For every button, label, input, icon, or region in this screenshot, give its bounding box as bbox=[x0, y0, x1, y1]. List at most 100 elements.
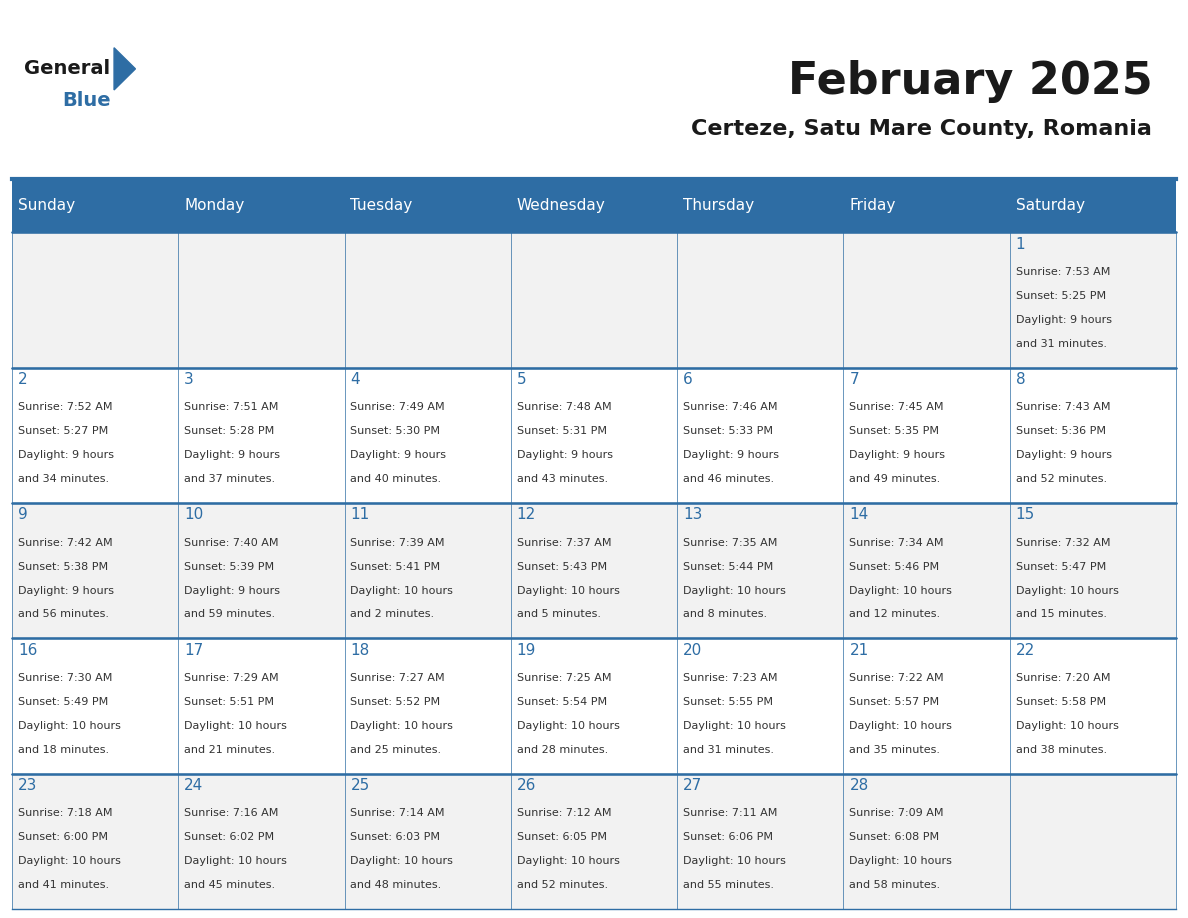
Text: and 38 minutes.: and 38 minutes. bbox=[1016, 744, 1107, 755]
Text: Sunrise: 7:12 AM: Sunrise: 7:12 AM bbox=[517, 809, 612, 818]
Text: Thursday: Thursday bbox=[683, 198, 754, 213]
Text: and 34 minutes.: and 34 minutes. bbox=[18, 474, 109, 484]
Text: Sunday: Sunday bbox=[18, 198, 75, 213]
Text: Daylight: 10 hours: Daylight: 10 hours bbox=[683, 856, 786, 866]
Bar bbox=[1010, 367, 1176, 503]
Bar bbox=[1010, 232, 1176, 367]
Text: Sunset: 5:33 PM: Sunset: 5:33 PM bbox=[683, 426, 773, 436]
Text: and 46 minutes.: and 46 minutes. bbox=[683, 474, 775, 484]
Text: Sunrise: 7:20 AM: Sunrise: 7:20 AM bbox=[1016, 673, 1111, 683]
Text: Sunset: 5:58 PM: Sunset: 5:58 PM bbox=[1016, 697, 1106, 707]
Text: Sunrise: 7:16 AM: Sunrise: 7:16 AM bbox=[184, 809, 278, 818]
Text: Sunrise: 7:32 AM: Sunrise: 7:32 AM bbox=[1016, 538, 1111, 548]
Text: Sunset: 5:41 PM: Sunset: 5:41 PM bbox=[350, 562, 441, 572]
Text: Sunrise: 7:43 AM: Sunrise: 7:43 AM bbox=[1016, 402, 1111, 412]
Text: Daylight: 10 hours: Daylight: 10 hours bbox=[683, 721, 786, 731]
Text: Daylight: 9 hours: Daylight: 9 hours bbox=[184, 586, 280, 596]
Text: Daylight: 9 hours: Daylight: 9 hours bbox=[184, 450, 280, 460]
FancyBboxPatch shape bbox=[843, 179, 1010, 232]
Bar bbox=[12, 638, 178, 774]
Text: and 55 minutes.: and 55 minutes. bbox=[683, 880, 775, 890]
Text: 27: 27 bbox=[683, 778, 702, 793]
Text: and 56 minutes.: and 56 minutes. bbox=[18, 610, 109, 620]
Text: Sunset: 5:57 PM: Sunset: 5:57 PM bbox=[849, 697, 940, 707]
Text: Daylight: 10 hours: Daylight: 10 hours bbox=[849, 856, 953, 866]
Bar bbox=[843, 774, 1010, 909]
Bar bbox=[843, 367, 1010, 503]
Text: 18: 18 bbox=[350, 643, 369, 658]
Text: Daylight: 10 hours: Daylight: 10 hours bbox=[849, 586, 953, 596]
Text: and 31 minutes.: and 31 minutes. bbox=[683, 744, 775, 755]
Text: 17: 17 bbox=[184, 643, 203, 658]
Polygon shape bbox=[114, 48, 135, 90]
Text: Daylight: 10 hours: Daylight: 10 hours bbox=[350, 856, 454, 866]
Text: Sunset: 5:39 PM: Sunset: 5:39 PM bbox=[184, 562, 274, 572]
Text: Sunrise: 7:40 AM: Sunrise: 7:40 AM bbox=[184, 538, 279, 548]
Text: Sunrise: 7:35 AM: Sunrise: 7:35 AM bbox=[683, 538, 777, 548]
Text: Blue: Blue bbox=[62, 92, 110, 110]
Text: and 40 minutes.: and 40 minutes. bbox=[350, 474, 442, 484]
Bar bbox=[843, 503, 1010, 638]
Text: Saturday: Saturday bbox=[1016, 198, 1085, 213]
Text: and 8 minutes.: and 8 minutes. bbox=[683, 610, 767, 620]
Text: Sunset: 5:54 PM: Sunset: 5:54 PM bbox=[517, 697, 607, 707]
Text: Sunrise: 7:29 AM: Sunrise: 7:29 AM bbox=[184, 673, 279, 683]
Text: Daylight: 10 hours: Daylight: 10 hours bbox=[350, 721, 454, 731]
Text: Sunset: 6:02 PM: Sunset: 6:02 PM bbox=[184, 833, 274, 842]
Text: Sunset: 6:03 PM: Sunset: 6:03 PM bbox=[350, 833, 441, 842]
Text: and 52 minutes.: and 52 minutes. bbox=[1016, 474, 1107, 484]
Text: 28: 28 bbox=[849, 778, 868, 793]
Text: Daylight: 9 hours: Daylight: 9 hours bbox=[18, 450, 114, 460]
Text: 24: 24 bbox=[184, 778, 203, 793]
Text: 7: 7 bbox=[849, 372, 859, 387]
Text: and 5 minutes.: and 5 minutes. bbox=[517, 610, 601, 620]
Text: and 58 minutes.: and 58 minutes. bbox=[849, 880, 941, 890]
Bar bbox=[677, 232, 843, 367]
Text: Sunset: 5:30 PM: Sunset: 5:30 PM bbox=[350, 426, 441, 436]
Bar bbox=[1010, 503, 1176, 638]
Text: Sunset: 5:47 PM: Sunset: 5:47 PM bbox=[1016, 562, 1106, 572]
Text: Sunrise: 7:37 AM: Sunrise: 7:37 AM bbox=[517, 538, 612, 548]
Text: 12: 12 bbox=[517, 508, 536, 522]
Text: Sunset: 6:00 PM: Sunset: 6:00 PM bbox=[18, 833, 108, 842]
Text: and 37 minutes.: and 37 minutes. bbox=[184, 474, 276, 484]
Text: Sunset: 5:38 PM: Sunset: 5:38 PM bbox=[18, 562, 108, 572]
Bar bbox=[677, 638, 843, 774]
Text: 19: 19 bbox=[517, 643, 536, 658]
Bar bbox=[345, 367, 511, 503]
Bar bbox=[178, 503, 345, 638]
Bar bbox=[511, 774, 677, 909]
Text: Daylight: 10 hours: Daylight: 10 hours bbox=[1016, 721, 1119, 731]
Bar bbox=[511, 232, 677, 367]
Text: Tuesday: Tuesday bbox=[350, 198, 412, 213]
Text: February 2025: February 2025 bbox=[788, 60, 1152, 103]
Bar bbox=[178, 367, 345, 503]
Text: Sunrise: 7:23 AM: Sunrise: 7:23 AM bbox=[683, 673, 778, 683]
Text: Sunset: 5:31 PM: Sunset: 5:31 PM bbox=[517, 426, 607, 436]
FancyBboxPatch shape bbox=[677, 179, 843, 232]
Text: 25: 25 bbox=[350, 778, 369, 793]
Text: 13: 13 bbox=[683, 508, 702, 522]
Text: Sunset: 5:25 PM: Sunset: 5:25 PM bbox=[1016, 291, 1106, 301]
Text: and 41 minutes.: and 41 minutes. bbox=[18, 880, 109, 890]
Bar bbox=[345, 232, 511, 367]
Text: Daylight: 10 hours: Daylight: 10 hours bbox=[849, 721, 953, 731]
Text: Sunrise: 7:46 AM: Sunrise: 7:46 AM bbox=[683, 402, 778, 412]
Text: 6: 6 bbox=[683, 372, 693, 387]
Bar bbox=[12, 232, 178, 367]
Text: and 45 minutes.: and 45 minutes. bbox=[184, 880, 276, 890]
Text: Sunset: 5:55 PM: Sunset: 5:55 PM bbox=[683, 697, 773, 707]
Text: 4: 4 bbox=[350, 372, 360, 387]
Text: 14: 14 bbox=[849, 508, 868, 522]
Text: Certeze, Satu Mare County, Romania: Certeze, Satu Mare County, Romania bbox=[691, 119, 1152, 140]
Bar bbox=[677, 367, 843, 503]
Bar bbox=[12, 774, 178, 909]
Text: Daylight: 10 hours: Daylight: 10 hours bbox=[517, 721, 620, 731]
Bar bbox=[1010, 638, 1176, 774]
Text: Sunset: 5:27 PM: Sunset: 5:27 PM bbox=[18, 426, 108, 436]
Text: Sunrise: 7:11 AM: Sunrise: 7:11 AM bbox=[683, 809, 777, 818]
Text: Daylight: 10 hours: Daylight: 10 hours bbox=[517, 586, 620, 596]
Bar bbox=[1010, 774, 1176, 909]
Text: Sunrise: 7:45 AM: Sunrise: 7:45 AM bbox=[849, 402, 944, 412]
Text: Sunrise: 7:42 AM: Sunrise: 7:42 AM bbox=[18, 538, 113, 548]
